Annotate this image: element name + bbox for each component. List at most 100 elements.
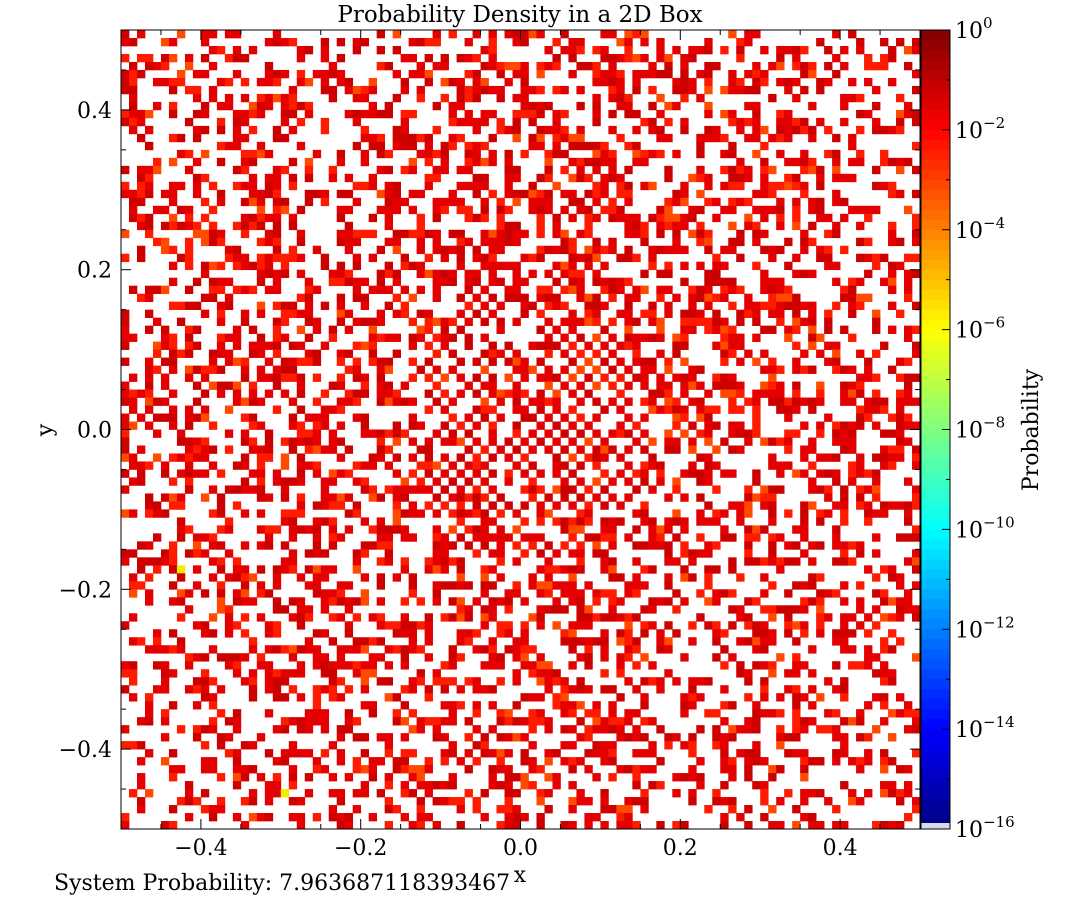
- heatmap-cell: [784, 621, 793, 630]
- heatmap-cell: [744, 30, 753, 39]
- heatmap-cell: [264, 589, 274, 598]
- heatmap-cell: [352, 757, 362, 766]
- heatmap-cell: [384, 285, 394, 295]
- heatmap-cell: [808, 397, 817, 406]
- heatmap-cell: [696, 221, 705, 231]
- heatmap-cell: [584, 301, 593, 310]
- heatmap-cell: [832, 197, 841, 207]
- heatmap-cell: [320, 597, 330, 606]
- heatmap-cell: [184, 237, 194, 247]
- heatmap-cell: [816, 205, 825, 215]
- heatmap-cell: [792, 429, 801, 438]
- heatmap-cell: [240, 773, 250, 782]
- heatmap-cell: [808, 61, 817, 71]
- heatmap-cell: [544, 589, 553, 598]
- heatmap-cell: [440, 565, 449, 574]
- heatmap-cell: [272, 229, 282, 239]
- heatmap-cell: [576, 589, 585, 598]
- heatmap-cell: [720, 357, 729, 366]
- heatmap-cell: [856, 293, 865, 303]
- heatmap-cell: [536, 517, 545, 526]
- heatmap-cell: [792, 805, 801, 814]
- heatmap-cell: [912, 141, 921, 151]
- heatmap-cell: [352, 197, 362, 207]
- colorbar-band: [921, 569, 950, 580]
- heatmap-cell: [264, 797, 274, 806]
- heatmap-cell: [880, 277, 889, 287]
- heatmap-cell: [312, 349, 322, 358]
- heatmap-cell: [144, 381, 154, 390]
- heatmap-cell: [352, 253, 362, 263]
- heatmap-cell: [816, 757, 825, 766]
- heatmap-cell: [848, 133, 857, 143]
- x-tick-label: 0.0: [503, 836, 538, 861]
- heatmap-cell: [320, 493, 330, 502]
- heatmap-cell: [496, 597, 505, 606]
- heatmap-cell: [664, 573, 673, 582]
- heatmap-cell: [536, 485, 545, 494]
- heatmap-cell: [352, 45, 362, 55]
- heatmap-cell: [728, 557, 737, 566]
- heatmap-cell: [200, 493, 210, 502]
- heatmap-cell: [560, 229, 569, 239]
- heatmap-cell: [376, 205, 386, 215]
- heatmap-cell: [496, 237, 505, 247]
- heatmap-cell: [152, 285, 162, 295]
- heatmap-cell: [240, 589, 250, 598]
- heatmap-cell: [472, 597, 481, 606]
- heatmap-cell: [792, 749, 801, 758]
- heatmap-cell: [552, 453, 561, 462]
- heatmap-cell: [432, 581, 441, 590]
- heatmap-cell: [704, 301, 713, 310]
- heatmap-cell: [712, 445, 721, 454]
- heatmap-cell: [448, 541, 457, 550]
- heatmap-cell: [200, 125, 210, 135]
- heatmap-cell: [328, 61, 338, 71]
- heatmap-cell: [904, 533, 913, 542]
- heatmap-cell: [392, 765, 401, 774]
- heatmap-cell: [528, 117, 537, 127]
- heatmap-cell: [336, 37, 346, 47]
- heatmap-cell: [480, 173, 489, 183]
- heatmap-cell: [312, 317, 322, 326]
- heatmap-cell: [144, 461, 154, 470]
- heatmap-cell: [121, 189, 130, 199]
- heatmap-cell: [192, 221, 202, 231]
- heatmap-cell: [696, 237, 705, 247]
- heatmap-cell: [744, 669, 753, 678]
- heatmap-cell: [528, 205, 537, 215]
- heatmap-cell: [728, 181, 737, 191]
- heatmap-cell: [576, 133, 585, 143]
- heatmap-cell: [512, 805, 521, 814]
- colorbar-under-band: [921, 823, 950, 829]
- heatmap-cell: [272, 69, 282, 79]
- heatmap-cell: [880, 397, 889, 406]
- heatmap-cell: [280, 789, 290, 798]
- colorbar-band: [921, 529, 950, 540]
- heatmap-cell: [888, 789, 897, 798]
- heatmap-cell: [704, 437, 713, 446]
- heatmap-cell: [224, 277, 234, 287]
- heatmap-cell: [568, 797, 577, 806]
- heatmap-cell: [432, 525, 441, 534]
- heatmap-cell: [312, 245, 322, 255]
- heatmap-cell: [816, 605, 825, 614]
- heatmap-cell: [192, 181, 202, 191]
- heatmap-cell: [432, 149, 441, 159]
- heatmap-cell: [304, 549, 314, 558]
- heatmap-cell: [208, 645, 218, 654]
- heatmap-cell: [528, 30, 537, 39]
- heatmap-cell: [680, 701, 689, 710]
- heatmap-cell: [288, 213, 298, 223]
- heatmap-cell: [648, 309, 657, 318]
- heatmap-cell: [648, 741, 657, 750]
- heatmap-cell: [760, 789, 769, 798]
- heatmap-cell: [704, 133, 713, 143]
- heatmap-cell: [824, 357, 833, 366]
- heatmap-cell: [464, 157, 473, 167]
- colorbar-band: [921, 79, 950, 91]
- heatmap-cell: [208, 533, 218, 542]
- heatmap-cell: [840, 621, 849, 630]
- heatmap-cell: [608, 381, 617, 390]
- heatmap-cell: [656, 53, 665, 63]
